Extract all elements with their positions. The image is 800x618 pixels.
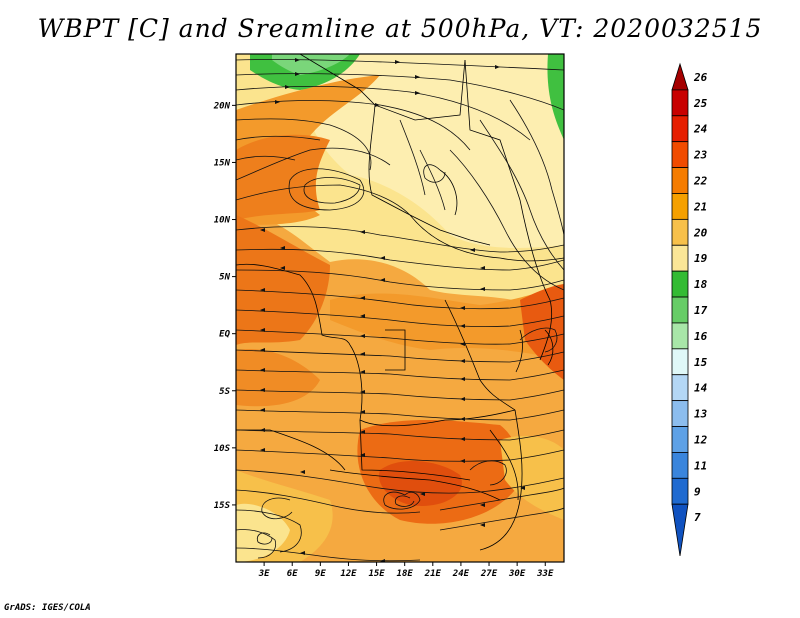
lon-label: 9E (315, 569, 326, 579)
colorbar-bottom-triangle (671, 503, 689, 557)
wbpt-field (236, 54, 564, 562)
lat-label: 5N (219, 273, 230, 283)
map-title: WBPT [C] and Sreamline at 500hPa, VT: 20… (37, 14, 763, 43)
lon-label: 15E (368, 569, 385, 579)
streamlines (236, 59, 564, 562)
colorbar-swatch (671, 167, 689, 194)
country-borders (236, 54, 564, 551)
colorbar-label: 25 (693, 97, 708, 110)
colorbar-label: 23 (693, 149, 708, 162)
lon-label: 12E (340, 569, 357, 579)
colorbar-label: 20 (693, 226, 708, 239)
colorbar-swatch (671, 426, 689, 453)
colorbar-swatch (671, 477, 689, 505)
lon-label: 27E (480, 569, 498, 579)
lon-label: 24E (452, 569, 470, 579)
colorbar-label: 12 (694, 433, 708, 446)
colorbar-label: 21 (693, 200, 707, 213)
colorbar-swatch (671, 244, 689, 272)
colorbar-label: 13 (694, 408, 708, 421)
colorbar-swatch (671, 141, 689, 168)
colorbar-label: 17 (694, 304, 708, 317)
colorbar-label: 11 (694, 459, 707, 472)
colorbar-label: 26 (693, 71, 708, 84)
colorbar-swatch (671, 193, 689, 220)
lat-label: EQ (219, 330, 230, 340)
grads-credit: GrADS: IGES/COLA (4, 603, 91, 613)
lat-label: 10N (214, 216, 231, 226)
colorbar-swatch (671, 452, 689, 479)
colorbar-label: 16 (694, 330, 708, 343)
lat-label: 10S (214, 444, 231, 454)
colorbar-swatch (671, 115, 689, 143)
colorbar-swatch (671, 348, 689, 376)
colorbar-label: 14 (694, 382, 708, 395)
colorbar-label: 9 (694, 485, 701, 498)
longitude-axis: 3E 6E 9E 12E 15E 18E 21E 24E 27E 30E 33E (258, 562, 554, 579)
colorbar-swatch (671, 322, 689, 350)
colorbar-label: 18 (694, 278, 708, 291)
colorbar-label: 24 (693, 123, 708, 136)
lon-label: 21E (424, 569, 442, 579)
lon-label: 33E (536, 569, 554, 579)
lon-label: 18E (397, 569, 414, 579)
colorbar-swatch (671, 374, 689, 402)
lat-label: 5S (219, 387, 230, 397)
colorbar-top-triangle (671, 62, 689, 91)
latitude-axis: 20N 15N 10N 5N EQ 5S 10S 15S (213, 101, 236, 511)
colorbar-swatch (671, 89, 689, 117)
streamline-arrows (260, 58, 525, 562)
colorbar-label: 15 (694, 356, 708, 369)
colorbar-swatch (671, 270, 689, 298)
lon-label: 30E (508, 569, 526, 579)
colorbar: 26 25 24 23 22 21 20 19 18 17 16 15 14 13 12 11 9 7 (671, 62, 708, 557)
lat-label: 20N (213, 101, 231, 111)
map-frame (235, 53, 565, 563)
lon-label: 3E (258, 569, 270, 579)
colorbar-swatch (671, 400, 689, 427)
colorbar-swatch (671, 296, 689, 324)
lon-label: 6E (287, 569, 298, 579)
lat-label: 15S (214, 501, 231, 511)
colorbar-label: 22 (693, 175, 708, 188)
colorbar-label: 19 (694, 252, 708, 265)
colorbar-swatch (671, 218, 689, 246)
lat-label: 15N (214, 158, 231, 168)
colorbar-label: 7 (694, 511, 701, 524)
